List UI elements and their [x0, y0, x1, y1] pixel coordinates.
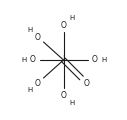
- Text: H: H: [21, 57, 26, 63]
- Text: O: O: [61, 21, 66, 30]
- Text: I: I: [62, 55, 65, 65]
- Text: O: O: [30, 55, 35, 65]
- Text: H: H: [28, 27, 33, 33]
- Text: H: H: [27, 87, 32, 93]
- Text: O: O: [61, 90, 66, 99]
- Text: H: H: [70, 100, 75, 106]
- Text: O: O: [92, 55, 97, 65]
- Text: O: O: [35, 33, 40, 42]
- Text: H: H: [70, 15, 75, 21]
- Text: H: H: [101, 57, 106, 63]
- Text: O: O: [35, 78, 40, 87]
- Text: O: O: [84, 78, 89, 87]
